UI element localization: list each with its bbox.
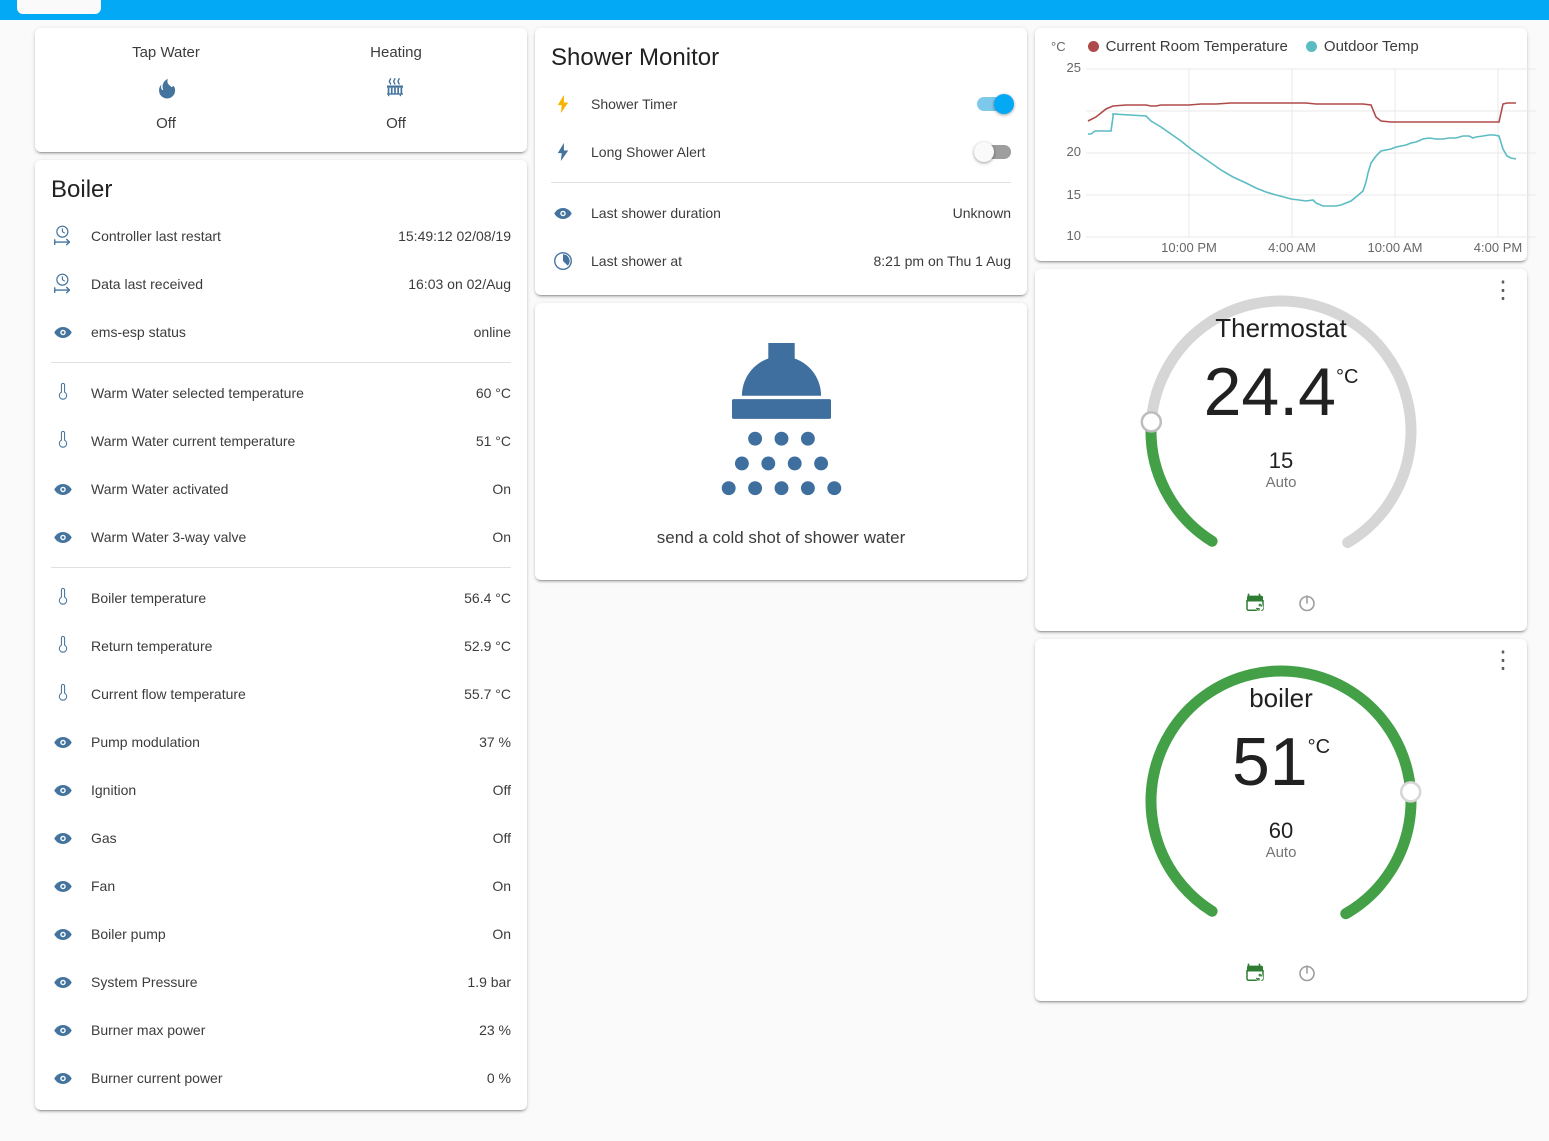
svg-text:20: 20 (1067, 144, 1081, 159)
svg-text:25: 25 (1067, 60, 1081, 75)
svg-text:10: 10 (1067, 228, 1081, 243)
svg-text:10:00 AM: 10:00 AM (1368, 240, 1423, 254)
svg-text:10:00 PM: 10:00 PM (1161, 240, 1217, 254)
svg-text:4:00 PM: 4:00 PM (1474, 240, 1522, 254)
svg-text:4:00 AM: 4:00 AM (1268, 240, 1316, 254)
svg-text:15: 15 (1067, 187, 1081, 202)
